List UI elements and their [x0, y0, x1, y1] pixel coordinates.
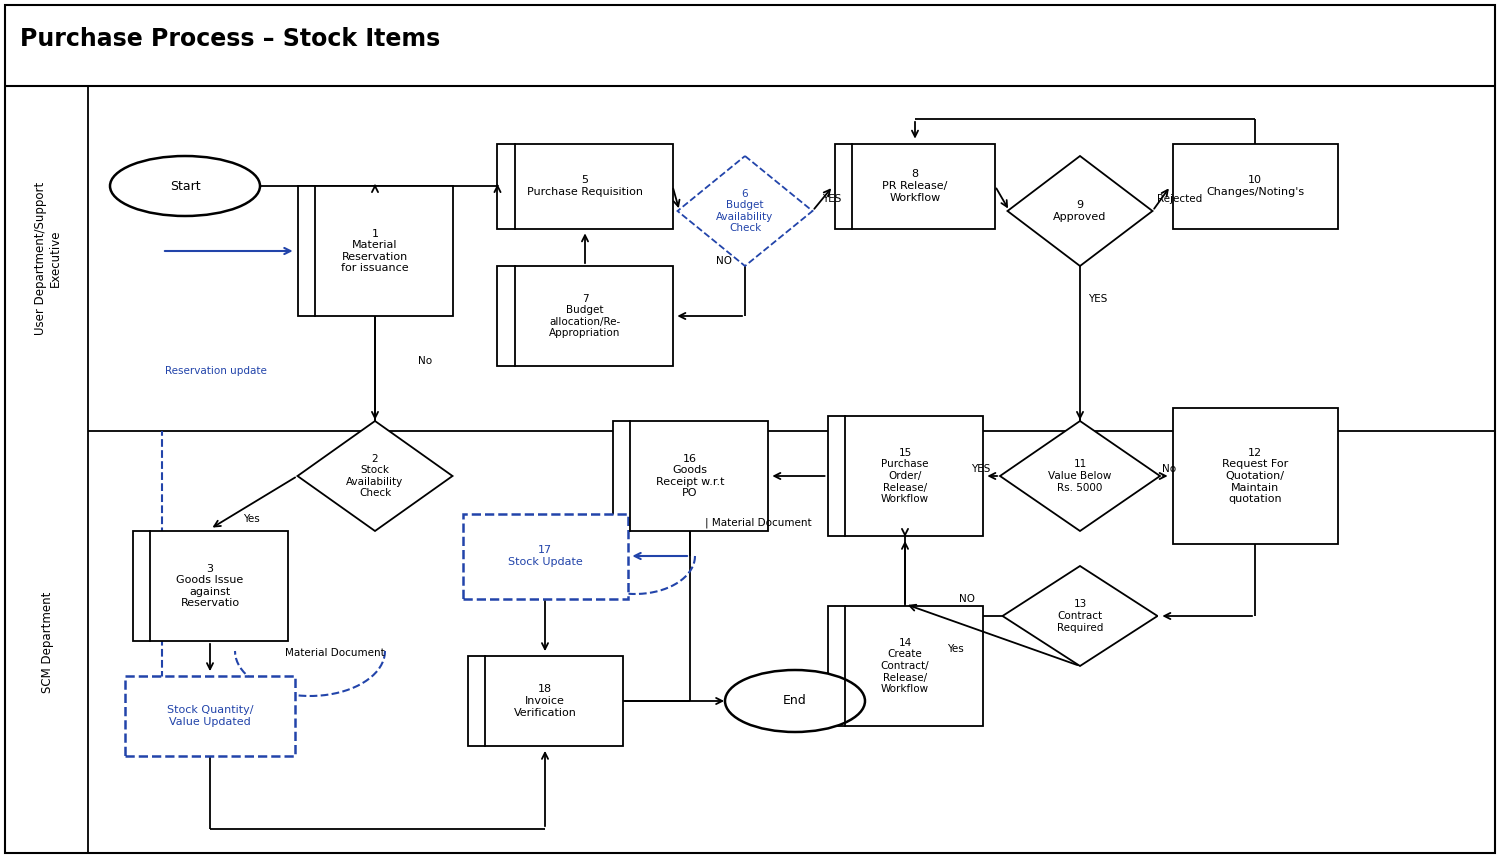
Text: Start: Start [170, 179, 201, 193]
Text: 9
Approved: 9 Approved [1053, 201, 1107, 222]
Text: 17
Stock Update: 17 Stock Update [507, 545, 582, 567]
Text: YES: YES [1088, 294, 1107, 304]
Polygon shape [1002, 566, 1158, 666]
Text: SCM Department: SCM Department [42, 592, 54, 693]
Text: End: End [783, 695, 807, 708]
Text: Rejected: Rejected [1156, 194, 1203, 204]
Polygon shape [1008, 156, 1152, 266]
Text: NO: NO [958, 594, 975, 604]
Text: User Department/Support
Executive: User Department/Support Executive [34, 182, 62, 335]
Text: 6
Budget
Availability
Check: 6 Budget Availability Check [717, 189, 774, 233]
Text: YES: YES [822, 194, 842, 204]
Text: | Material Document: | Material Document [705, 517, 812, 529]
FancyBboxPatch shape [1173, 144, 1338, 228]
FancyBboxPatch shape [836, 144, 995, 228]
Text: 2
Stock
Availability
Check: 2 Stock Availability Check [346, 454, 404, 499]
Ellipse shape [724, 670, 866, 732]
Text: 15
Purchase
Order/
Release/
Workflow: 15 Purchase Order/ Release/ Workflow [880, 448, 928, 505]
Text: Stock Quantity/
Value Updated: Stock Quantity/ Value Updated [166, 705, 254, 727]
FancyBboxPatch shape [828, 606, 983, 726]
Text: Material Document: Material Document [285, 648, 384, 658]
Text: Yes: Yes [243, 514, 260, 524]
Text: Purchase Process – Stock Items: Purchase Process – Stock Items [20, 27, 441, 51]
Text: 10
Changes/Noting's: 10 Changes/Noting's [1206, 175, 1304, 197]
Text: 1
Material
Reservation
for issuance: 1 Material Reservation for issuance [340, 229, 410, 274]
Text: Reservation update: Reservation update [165, 366, 267, 376]
Text: 8
PR Release/
Workflow: 8 PR Release/ Workflow [882, 170, 948, 202]
Text: 5
Purchase Requisition: 5 Purchase Requisition [526, 175, 644, 197]
Polygon shape [297, 421, 453, 531]
Text: No: No [1162, 464, 1176, 474]
Text: 18
Invoice
Verification: 18 Invoice Verification [513, 684, 576, 717]
Ellipse shape [110, 156, 260, 216]
FancyBboxPatch shape [828, 416, 983, 536]
Text: 11
Value Below
Rs. 5000: 11 Value Below Rs. 5000 [1048, 460, 1112, 492]
FancyBboxPatch shape [498, 144, 672, 228]
Text: NO: NO [716, 256, 732, 266]
Text: 7
Budget
allocation/Re-
Appropriation: 7 Budget allocation/Re- Appropriation [549, 294, 621, 338]
Text: No: No [419, 356, 432, 366]
Text: 12
Request For
Quotation/
Maintain
quotation: 12 Request For Quotation/ Maintain quota… [1222, 448, 1288, 505]
FancyBboxPatch shape [462, 513, 627, 598]
Text: YES: YES [970, 464, 990, 474]
Text: 3
Goods Issue
against
Reservatio: 3 Goods Issue against Reservatio [177, 564, 243, 609]
Text: Yes: Yes [946, 644, 963, 654]
FancyBboxPatch shape [498, 266, 672, 366]
Polygon shape [1000, 421, 1160, 531]
FancyBboxPatch shape [468, 656, 622, 746]
FancyBboxPatch shape [4, 5, 1496, 853]
FancyBboxPatch shape [124, 676, 296, 756]
FancyBboxPatch shape [132, 531, 288, 641]
Polygon shape [678, 156, 813, 266]
FancyBboxPatch shape [1173, 408, 1338, 543]
Text: 13
Contract
Required: 13 Contract Required [1058, 599, 1102, 633]
Text: 16
Goods
Receipt w.r.t
PO: 16 Goods Receipt w.r.t PO [656, 454, 724, 499]
FancyBboxPatch shape [612, 421, 768, 531]
FancyBboxPatch shape [297, 186, 453, 316]
Text: 14
Create
Contract/
Release/
Workflow: 14 Create Contract/ Release/ Workflow [880, 638, 930, 694]
